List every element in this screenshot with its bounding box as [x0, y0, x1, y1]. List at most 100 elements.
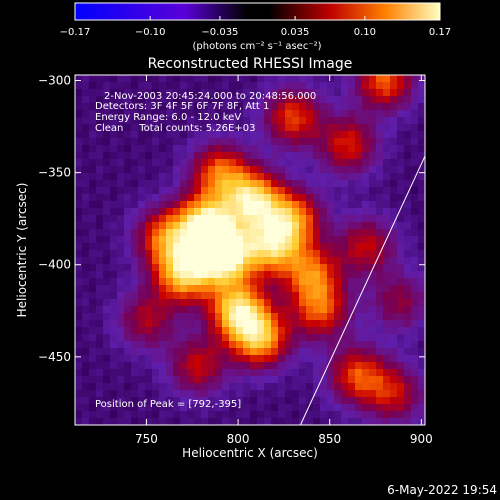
heatmap-cell [236, 166, 244, 174]
heatmap-cell [180, 229, 188, 237]
heatmap-cell [236, 278, 244, 286]
heatmap-cell [362, 285, 370, 293]
heatmap-cell [313, 292, 321, 300]
heatmap-cell [145, 348, 153, 356]
heatmap-cell [334, 292, 342, 300]
heatmap-cell [222, 82, 230, 90]
heatmap-cell [75, 250, 83, 258]
heatmap-cell [390, 194, 398, 202]
heatmap-cell [355, 285, 363, 293]
heatmap-cell [194, 131, 202, 139]
heatmap-cell [383, 355, 391, 363]
heatmap-cell [313, 264, 321, 272]
heatmap-cell [327, 271, 335, 279]
heatmap-cell [152, 89, 160, 97]
heatmap-cell [327, 341, 335, 349]
heatmap-cell [348, 278, 356, 286]
heatmap-cell [103, 362, 111, 370]
heatmap-cell [355, 271, 363, 279]
heatmap-cell [250, 89, 258, 97]
heatmap-cell [124, 299, 132, 307]
heatmap-cell [117, 215, 125, 223]
heatmap-cell [180, 264, 188, 272]
heatmap-cell [285, 236, 293, 244]
heatmap-cell [75, 243, 83, 251]
heatmap-cell [355, 201, 363, 209]
heatmap-cell [341, 187, 349, 195]
heatmap-cell [411, 411, 419, 419]
heatmap-cell [369, 96, 377, 104]
heatmap-cell [166, 404, 174, 412]
heatmap-cell [96, 397, 104, 405]
colorbar-tick-label: 0.035 [281, 27, 310, 38]
heatmap-cell [348, 334, 356, 342]
heatmap-cell [180, 117, 188, 125]
heatmap-cell [341, 390, 349, 398]
heatmap-cell [173, 264, 181, 272]
heatmap-cell [334, 194, 342, 202]
heatmap-cell [159, 397, 167, 405]
heatmap-cell [369, 110, 377, 118]
y-tick-label: −350 [38, 166, 71, 180]
heatmap-cell [369, 397, 377, 405]
heatmap-cell [236, 348, 244, 356]
heatmap-cell [383, 103, 391, 111]
heatmap-cell [208, 124, 216, 132]
heatmap-cell [383, 117, 391, 125]
heatmap-cell [145, 306, 153, 314]
heatmap-cell [362, 96, 370, 104]
heatmap-cell [397, 285, 405, 293]
heatmap-cell [334, 299, 342, 307]
heatmap-cell [96, 341, 104, 349]
heatmap-cell [243, 138, 251, 146]
heatmap-cell [250, 194, 258, 202]
heatmap-cell [138, 229, 146, 237]
heatmap-cell [173, 383, 181, 391]
heatmap-cell [271, 264, 279, 272]
heatmap-cell [369, 348, 377, 356]
heatmap-cell [278, 124, 286, 132]
heatmap-cell [103, 166, 111, 174]
heatmap-cell [152, 180, 160, 188]
heatmap-cell [117, 285, 125, 293]
heatmap-cell [341, 348, 349, 356]
heatmap-cell [250, 208, 258, 216]
heatmap-cell [166, 201, 174, 209]
heatmap-cell [383, 89, 391, 97]
heatmap-cell [159, 236, 167, 244]
heatmap-cell [362, 306, 370, 314]
heatmap-cell [82, 299, 90, 307]
heatmap-cell [397, 152, 405, 160]
heatmap-cell [348, 138, 356, 146]
heatmap-cell [404, 334, 412, 342]
heatmap-cell [397, 236, 405, 244]
heatmap-cell [187, 292, 195, 300]
heatmap-cell [229, 383, 237, 391]
heatmap-cell [271, 82, 279, 90]
heatmap-cell [110, 362, 118, 370]
heatmap-cell [187, 229, 195, 237]
heatmap-cell [348, 103, 356, 111]
heatmap-cell [271, 327, 279, 335]
heatmap-cell [404, 208, 412, 216]
heatmap-cell [96, 313, 104, 321]
heatmap-cell [285, 334, 293, 342]
heatmap-cell [327, 243, 335, 251]
heatmap-cell [103, 229, 111, 237]
heatmap-cell [397, 173, 405, 181]
heatmap-cell [131, 208, 139, 216]
footer-date: 6-May-2022 19:54 [387, 483, 497, 497]
heatmap-cell [243, 250, 251, 258]
heatmap-cell [306, 376, 314, 384]
colorbar [75, 3, 440, 20]
heatmap-cell [313, 390, 321, 398]
heatmap-cell [166, 103, 174, 111]
heatmap-cell [341, 257, 349, 265]
heatmap-cell [404, 271, 412, 279]
heatmap-cell [404, 299, 412, 307]
heatmap-cell [404, 89, 412, 97]
heatmap-cell [278, 362, 286, 370]
heatmap-cell [257, 334, 265, 342]
heatmap-cell [131, 341, 139, 349]
heatmap-cell [110, 320, 118, 328]
